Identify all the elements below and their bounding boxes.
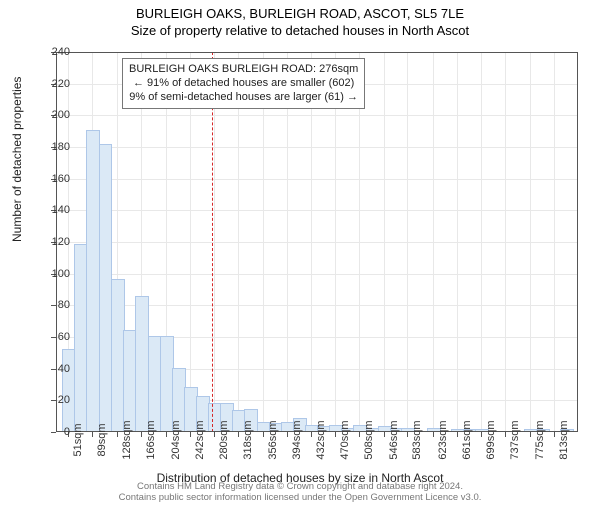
chart-area: BURLEIGH OAKS BURLEIGH ROAD: 276sqm ← 91… (56, 52, 578, 432)
ytick-label: 0 (40, 426, 70, 438)
xtick-label: 813sqm (558, 420, 570, 459)
gridline-h (56, 210, 578, 211)
xtick-mark (166, 432, 167, 437)
ytick-label: 240 (40, 46, 70, 58)
xtick-mark (530, 432, 531, 437)
xtick-label: 51sqm (72, 423, 84, 456)
gridline-h (56, 305, 578, 306)
footer-attribution: Contains HM Land Registry data © Crown c… (0, 482, 600, 504)
gridline-h (56, 274, 578, 275)
xtick-label: 623sqm (437, 420, 449, 459)
xtick-mark (335, 432, 336, 437)
gridline-h (56, 242, 578, 243)
ytick-label: 60 (40, 331, 70, 343)
xtick-mark (407, 432, 408, 437)
xtick-label: 394sqm (291, 420, 303, 459)
xtick-label: 89sqm (96, 423, 108, 456)
gridline-v (530, 52, 531, 432)
ytick-label: 160 (40, 173, 70, 185)
xtick-label: 737sqm (509, 420, 521, 459)
xtick-mark (359, 432, 360, 437)
ytick-label: 220 (40, 78, 70, 90)
xtick-label: 432sqm (315, 420, 327, 459)
gridline-h (56, 179, 578, 180)
xtick-mark (311, 432, 312, 437)
legend-line-2: ← 91% of detached houses are smaller (60… (129, 77, 358, 91)
xtick-label: 356sqm (267, 420, 279, 459)
xtick-label: 242sqm (194, 420, 206, 459)
xtick-label: 508sqm (363, 420, 375, 459)
ytick-label: 20 (40, 394, 70, 406)
xtick-label: 280sqm (218, 420, 230, 459)
xtick-label: 775sqm (534, 420, 546, 459)
gridline-v (407, 52, 408, 432)
xtick-mark (384, 432, 385, 437)
gridline-h (56, 115, 578, 116)
xtick-label: 470sqm (339, 420, 351, 459)
page-title: BURLEIGH OAKS, BURLEIGH ROAD, ASCOT, SL5… (0, 6, 600, 21)
xtick-label: 318sqm (242, 420, 254, 459)
xtick-label: 661sqm (461, 420, 473, 459)
gridline-v (481, 52, 482, 432)
legend-line-1: BURLEIGH OAKS BURLEIGH ROAD: 276sqm (129, 63, 358, 77)
xtick-mark (263, 432, 264, 437)
y-axis-label: Number of detached properties (10, 77, 24, 242)
xtick-mark (554, 432, 555, 437)
xtick-mark (505, 432, 506, 437)
xtick-mark (92, 432, 93, 437)
ytick-label: 180 (40, 141, 70, 153)
legend-line-3: 9% of semi-detached houses are larger (6… (129, 91, 358, 105)
gridline-v (384, 52, 385, 432)
page-subtitle: Size of property relative to detached ho… (0, 23, 600, 38)
xtick-mark (214, 432, 215, 437)
xtick-label: 128sqm (121, 420, 133, 459)
footer-line-2: Contains public sector information licen… (0, 493, 600, 504)
xtick-mark (287, 432, 288, 437)
xtick-label: 166sqm (145, 420, 157, 459)
xtick-label: 699sqm (485, 420, 497, 459)
xtick-mark (141, 432, 142, 437)
gridline-v (433, 52, 434, 432)
ytick-label: 80 (40, 299, 70, 311)
xtick-mark (238, 432, 239, 437)
ytick-label: 140 (40, 204, 70, 216)
xtick-mark (457, 432, 458, 437)
gridline-v (554, 52, 555, 432)
xtick-label: 204sqm (170, 420, 182, 459)
xtick-mark (117, 432, 118, 437)
gridline-h (56, 147, 578, 148)
ytick-label: 100 (40, 268, 70, 280)
ytick-label: 40 (40, 363, 70, 375)
ytick-label: 120 (40, 236, 70, 248)
xtick-mark (481, 432, 482, 437)
legend-box: BURLEIGH OAKS BURLEIGH ROAD: 276sqm ← 91… (122, 58, 365, 109)
xtick-mark (190, 432, 191, 437)
ytick-label: 200 (40, 109, 70, 121)
gridline-v (505, 52, 506, 432)
xtick-label: 546sqm (388, 420, 400, 459)
xtick-mark (433, 432, 434, 437)
xtick-label: 583sqm (411, 420, 423, 459)
gridline-v (457, 52, 458, 432)
